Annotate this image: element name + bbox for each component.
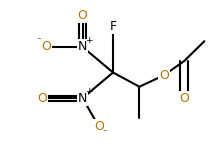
- Text: F: F: [109, 20, 117, 33]
- Text: ⁻: ⁻: [36, 36, 41, 45]
- Text: +: +: [85, 87, 92, 96]
- Text: ⁻: ⁻: [103, 128, 107, 137]
- Text: O: O: [94, 120, 104, 133]
- Text: N: N: [78, 40, 87, 53]
- Text: +: +: [85, 36, 92, 45]
- Text: O: O: [41, 40, 51, 53]
- Text: N: N: [78, 92, 87, 105]
- Text: O: O: [78, 9, 87, 22]
- Text: O: O: [159, 69, 169, 82]
- Text: O: O: [37, 92, 47, 105]
- Text: O: O: [179, 92, 189, 105]
